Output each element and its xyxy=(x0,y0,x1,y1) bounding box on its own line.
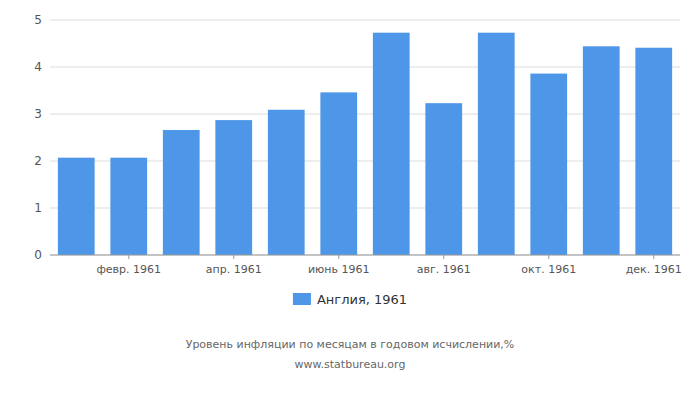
x-tick-label: окт. 1961 xyxy=(521,263,576,276)
bar xyxy=(530,74,567,255)
bar xyxy=(215,120,252,255)
bar xyxy=(163,130,200,255)
y-tick-label: 5 xyxy=(34,13,42,27)
bar xyxy=(425,103,462,255)
y-tick-label: 0 xyxy=(34,248,42,262)
x-axis: февр. 1961 апр. 1961 июнь 1961 авг. 1961 окт… xyxy=(50,255,682,276)
bar xyxy=(583,46,620,255)
bar xyxy=(58,158,95,255)
x-tick xyxy=(338,255,339,259)
bar xyxy=(320,92,357,255)
x-tick xyxy=(128,255,129,259)
bar xyxy=(268,110,305,255)
x-tick xyxy=(548,255,549,259)
legend-swatch xyxy=(293,293,311,305)
grid xyxy=(50,20,680,255)
x-tick xyxy=(443,255,444,259)
chart: 0 1 2 3 4 5 февр. 1961 апр. 1961 июнь 1961 авг. 1… xyxy=(0,0,700,400)
y-axis: 0 1 2 3 4 5 xyxy=(34,13,42,262)
footnote: Уровень инфляции по месяцам в годовом ис… xyxy=(186,338,515,351)
footnote: www.statbureau.org xyxy=(295,358,406,371)
bar xyxy=(478,33,515,255)
bar xyxy=(635,48,672,255)
bars xyxy=(58,33,672,255)
y-tick-label: 3 xyxy=(34,107,42,121)
x-tick-label: дек. 1961 xyxy=(626,263,682,276)
x-tick-label: февр. 1961 xyxy=(96,263,161,276)
x-tick-label: июнь 1961 xyxy=(308,263,370,276)
y-tick-label: 1 xyxy=(34,201,42,215)
y-tick-label: 2 xyxy=(34,154,42,168)
grid-line xyxy=(50,20,680,21)
x-tick-label: авг. 1961 xyxy=(417,263,471,276)
footnotes: Уровень инфляции по месяцам в годовом ис… xyxy=(186,338,515,371)
x-tick xyxy=(653,255,654,259)
bar xyxy=(373,33,410,255)
legend-label: Англия, 1961 xyxy=(317,292,407,307)
grid-line xyxy=(50,255,680,256)
x-axis-line xyxy=(50,255,680,256)
bar xyxy=(110,158,147,255)
x-tick xyxy=(233,255,234,259)
y-tick-label: 4 xyxy=(34,60,42,74)
legend: Англия, 1961 xyxy=(293,292,407,307)
x-tick-label: апр. 1961 xyxy=(206,263,262,276)
